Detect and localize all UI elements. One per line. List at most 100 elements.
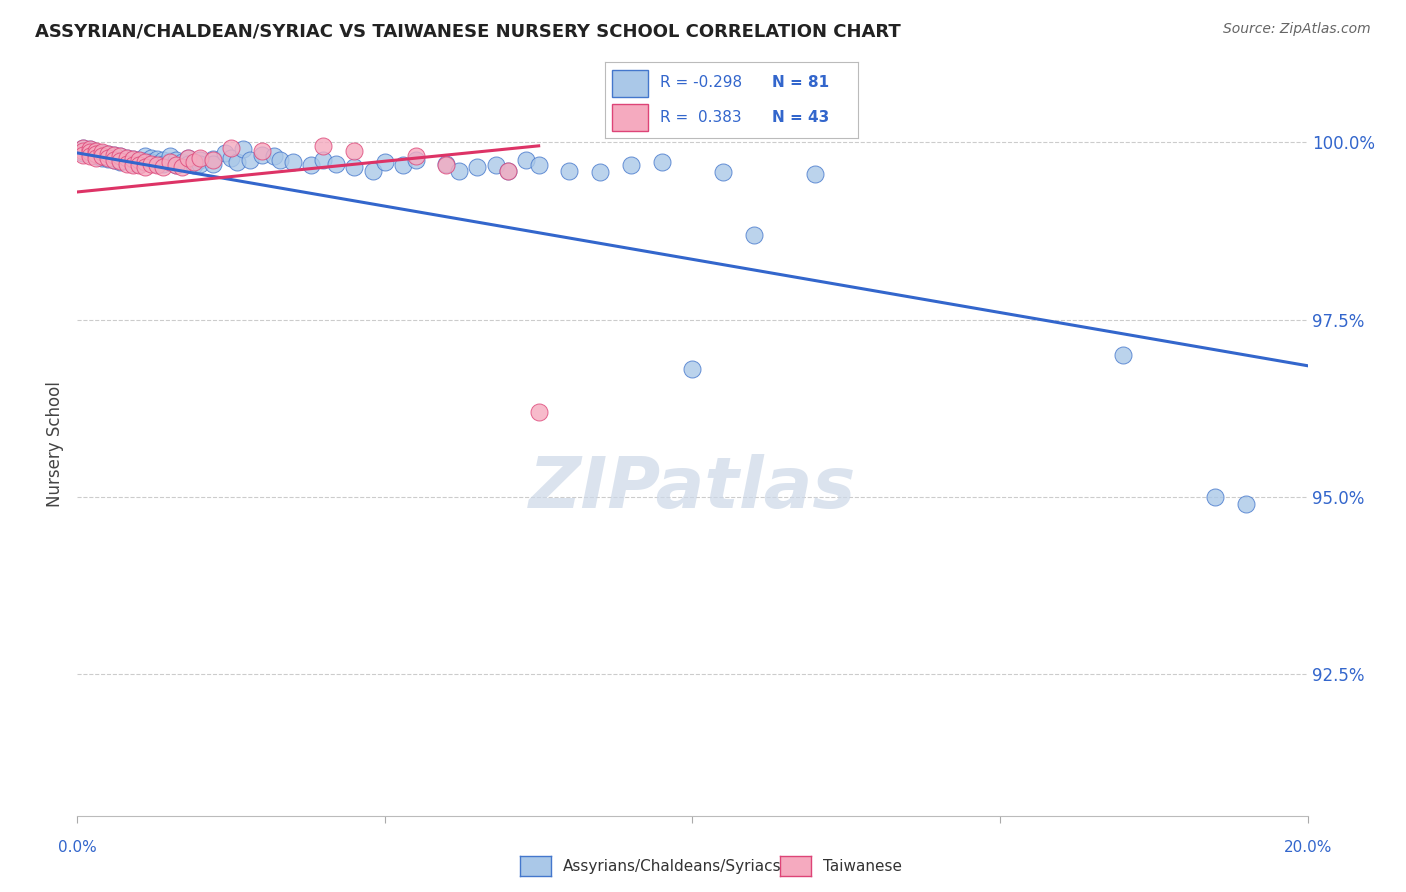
Point xyxy=(97,153,120,167)
Point xyxy=(79,142,101,156)
Point xyxy=(250,148,273,162)
Point xyxy=(121,158,143,172)
Point xyxy=(188,151,212,165)
Point xyxy=(159,154,181,169)
Text: Source: ZipAtlas.com: Source: ZipAtlas.com xyxy=(1223,22,1371,37)
Point xyxy=(232,142,254,156)
Text: Assyrians/Chaldeans/Syriacs: Assyrians/Chaldeans/Syriacs xyxy=(562,859,780,873)
Point xyxy=(110,155,132,169)
Point xyxy=(183,155,205,169)
Point xyxy=(128,158,150,172)
Point xyxy=(90,148,114,162)
Text: N = 81: N = 81 xyxy=(772,76,828,90)
Point xyxy=(165,158,187,172)
Point xyxy=(527,158,550,172)
Point xyxy=(188,156,212,170)
Point xyxy=(110,149,132,163)
Point xyxy=(620,158,643,172)
Point xyxy=(405,149,427,163)
Point xyxy=(250,144,273,158)
Text: 0.0%: 0.0% xyxy=(58,840,97,855)
Point xyxy=(146,158,169,172)
Point xyxy=(103,153,125,167)
Point xyxy=(121,156,143,170)
Point xyxy=(115,154,138,169)
Point xyxy=(682,362,704,376)
Point xyxy=(1204,490,1226,504)
Point xyxy=(177,151,200,165)
Point xyxy=(103,151,125,165)
Text: 20.0%: 20.0% xyxy=(1284,840,1331,855)
Point xyxy=(392,158,415,172)
Point xyxy=(115,151,138,165)
Point xyxy=(115,151,138,165)
Point xyxy=(496,163,519,178)
Point xyxy=(152,153,174,167)
Point xyxy=(134,155,156,169)
Point xyxy=(72,148,94,162)
Point xyxy=(201,153,224,167)
Point xyxy=(121,153,143,167)
Point xyxy=(128,153,150,167)
Point xyxy=(1234,497,1257,511)
Point xyxy=(90,151,114,165)
Point xyxy=(90,145,114,160)
Point xyxy=(97,146,120,161)
Point xyxy=(325,156,347,170)
Point xyxy=(103,148,125,162)
Point xyxy=(79,147,101,161)
Point xyxy=(361,163,384,178)
Point xyxy=(141,151,163,165)
Point xyxy=(214,145,236,160)
Point xyxy=(343,160,366,174)
Point xyxy=(90,149,114,163)
Point xyxy=(201,156,224,170)
Point xyxy=(711,165,734,179)
Point xyxy=(79,145,101,160)
Point xyxy=(343,144,366,158)
Point xyxy=(128,156,150,170)
Point xyxy=(110,154,132,169)
Point xyxy=(159,149,181,163)
Point xyxy=(515,153,537,167)
Point xyxy=(299,158,322,172)
Point xyxy=(405,153,427,167)
Point xyxy=(79,142,101,156)
Point xyxy=(742,227,765,242)
Point xyxy=(312,153,335,167)
Point xyxy=(84,151,107,165)
Text: R = -0.298: R = -0.298 xyxy=(661,76,742,90)
Point xyxy=(72,141,94,155)
Point xyxy=(84,144,107,158)
Point xyxy=(219,141,242,155)
Point xyxy=(465,160,488,174)
Point xyxy=(134,153,156,168)
Point xyxy=(121,153,143,167)
Point xyxy=(84,146,107,161)
Point xyxy=(183,158,205,172)
Point xyxy=(239,153,262,167)
Point xyxy=(165,158,187,172)
Point xyxy=(103,148,125,162)
Point xyxy=(110,153,132,167)
Point xyxy=(281,155,304,169)
Point xyxy=(97,146,120,161)
Point xyxy=(141,156,163,170)
Point xyxy=(269,153,291,167)
Bar xyxy=(612,70,648,96)
Text: N = 43: N = 43 xyxy=(772,110,830,125)
Point xyxy=(110,149,132,163)
Point xyxy=(79,149,101,163)
Point xyxy=(97,149,120,163)
Point xyxy=(527,405,550,419)
Point xyxy=(134,149,156,163)
Y-axis label: Nursery School: Nursery School xyxy=(46,381,65,507)
Point xyxy=(84,146,107,161)
Point xyxy=(496,163,519,178)
Point xyxy=(115,156,138,170)
Point xyxy=(141,155,163,169)
Point xyxy=(152,160,174,174)
Point xyxy=(589,165,612,179)
Point xyxy=(90,145,114,160)
Point xyxy=(374,155,396,169)
